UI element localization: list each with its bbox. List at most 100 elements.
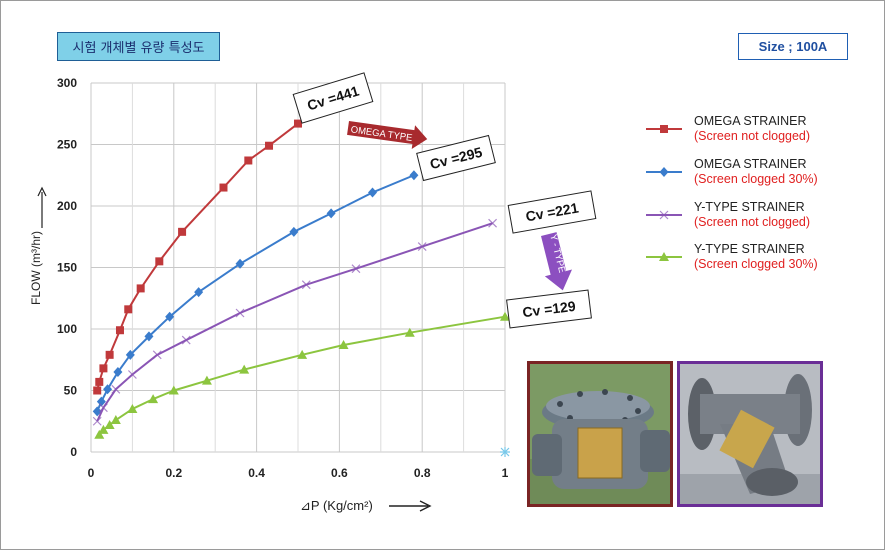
data-point [219,183,228,192]
y-axis-title: FLOW (m³/hr) [29,231,43,305]
legend-series-note: (Screen clogged 30%) [694,172,818,186]
ytype-arrow: Y - TYPE [541,232,573,291]
data-point [93,386,102,395]
data-point [127,370,137,379]
series-line [96,122,299,391]
legend-marker [659,252,669,261]
data-point [136,284,145,293]
extra-point [500,447,510,457]
svg-text:Cv =129: Cv =129 [522,298,577,320]
omega-type-arrow: OMEGA TYPE [347,121,428,150]
legend-series-note: (Screen not clogged) [694,129,810,143]
data-point [417,242,427,252]
data-point [239,364,250,374]
legend-series-name: Y-TYPE STRAINER [694,200,805,214]
data-point [103,384,113,395]
x-tick-label: 0.2 [165,466,182,480]
data-point [194,287,204,298]
data-point [125,349,135,360]
legend-marker [660,125,668,133]
data-point [235,308,245,318]
data-point [110,415,121,425]
ytype-strainer-photo [677,361,823,507]
data-point [92,416,102,426]
legend-item: Y-TYPE STRAINER(Screen not clogged) [646,200,810,229]
y-tick-label: 300 [57,76,77,90]
chart-series [92,119,510,457]
data-point [113,367,123,378]
data-point [95,377,104,386]
data-point [181,335,191,345]
data-point [338,339,349,349]
y-tick-label: 150 [57,261,77,275]
cv-label-ytype-clogged: Cv =129 [506,289,592,329]
data-point [244,156,253,165]
data-point [289,226,299,237]
x-tick-label: 0 [88,466,95,480]
x-tick-label: 0.4 [248,466,265,480]
legend-series-name: OMEGA STRAINER [694,114,807,128]
x-axis-title: ⊿P (Kg/cm²) [300,498,373,513]
series-ytype_clogged [94,311,510,439]
data-point [404,327,415,337]
data-point [92,406,102,417]
cv-label-ytype-clean: Cv =221 [507,190,597,234]
data-point [301,280,311,290]
data-point [152,350,162,360]
legend-series-note: (Screen not clogged) [694,215,810,229]
data-point [99,364,108,373]
legend-marker [659,210,669,220]
data-point [124,305,133,314]
data-point [168,385,179,395]
y-tick-label: 100 [57,322,77,336]
legend-item: OMEGA STRAINER(Screen clogged 30%) [646,157,818,186]
size-label-box: Size ; 100A [738,33,848,60]
series-line [96,174,415,412]
data-point [351,264,361,274]
data-point [98,403,108,413]
chart-legend: OMEGA STRAINER(Screen not clogged)OMEGA … [646,114,818,271]
y-axis-ticks: 0 50 100 150 200 250 300 [57,76,77,459]
legend-series-name: OMEGA STRAINER [694,157,807,171]
data-point [294,119,302,128]
data-point [500,447,510,457]
y-axis-arrow [37,186,47,228]
data-point [265,141,274,150]
data-point [111,384,121,394]
y-tick-label: 200 [57,199,77,213]
legend-item: OMEGA STRAINER(Screen not clogged) [646,114,810,143]
data-point [326,208,336,219]
data-point [488,218,498,228]
data-point [409,170,419,181]
data-point [115,326,124,335]
data-point [104,419,115,429]
data-point [105,350,114,359]
y-tick-label: 0 [70,445,77,459]
cv-label-omega-clean: Cv =441 [292,72,374,124]
chart-title-box: 시험 개체별 유량 특성도 [57,32,220,61]
series-omega_clean [93,119,302,395]
data-point [127,403,138,413]
x-tick-label: 0.6 [331,466,348,480]
y-tick-label: 250 [57,138,77,152]
series-line [98,315,506,436]
legend-series-name: Y-TYPE STRAINER [694,242,805,256]
data-point [178,227,187,236]
series-line [96,222,493,422]
x-tick-label: 1 [502,466,509,480]
data-point [235,258,245,269]
x-axis-ticks: 0 0.2 0.4 0.6 0.8 1 [88,466,509,480]
x-tick-label: 0.8 [414,466,431,480]
legend-series-note: (Screen clogged 30%) [694,257,818,271]
data-point [201,375,212,385]
data-point [144,331,154,342]
data-point [98,424,109,434]
data-point [165,311,175,322]
data-point [148,394,159,404]
data-point [155,257,164,266]
series-ytype_clean [92,218,498,426]
cv-label-omega-clogged: Cv =295 [416,134,496,182]
omega-strainer-photo [527,361,673,507]
legend-marker [659,167,669,177]
